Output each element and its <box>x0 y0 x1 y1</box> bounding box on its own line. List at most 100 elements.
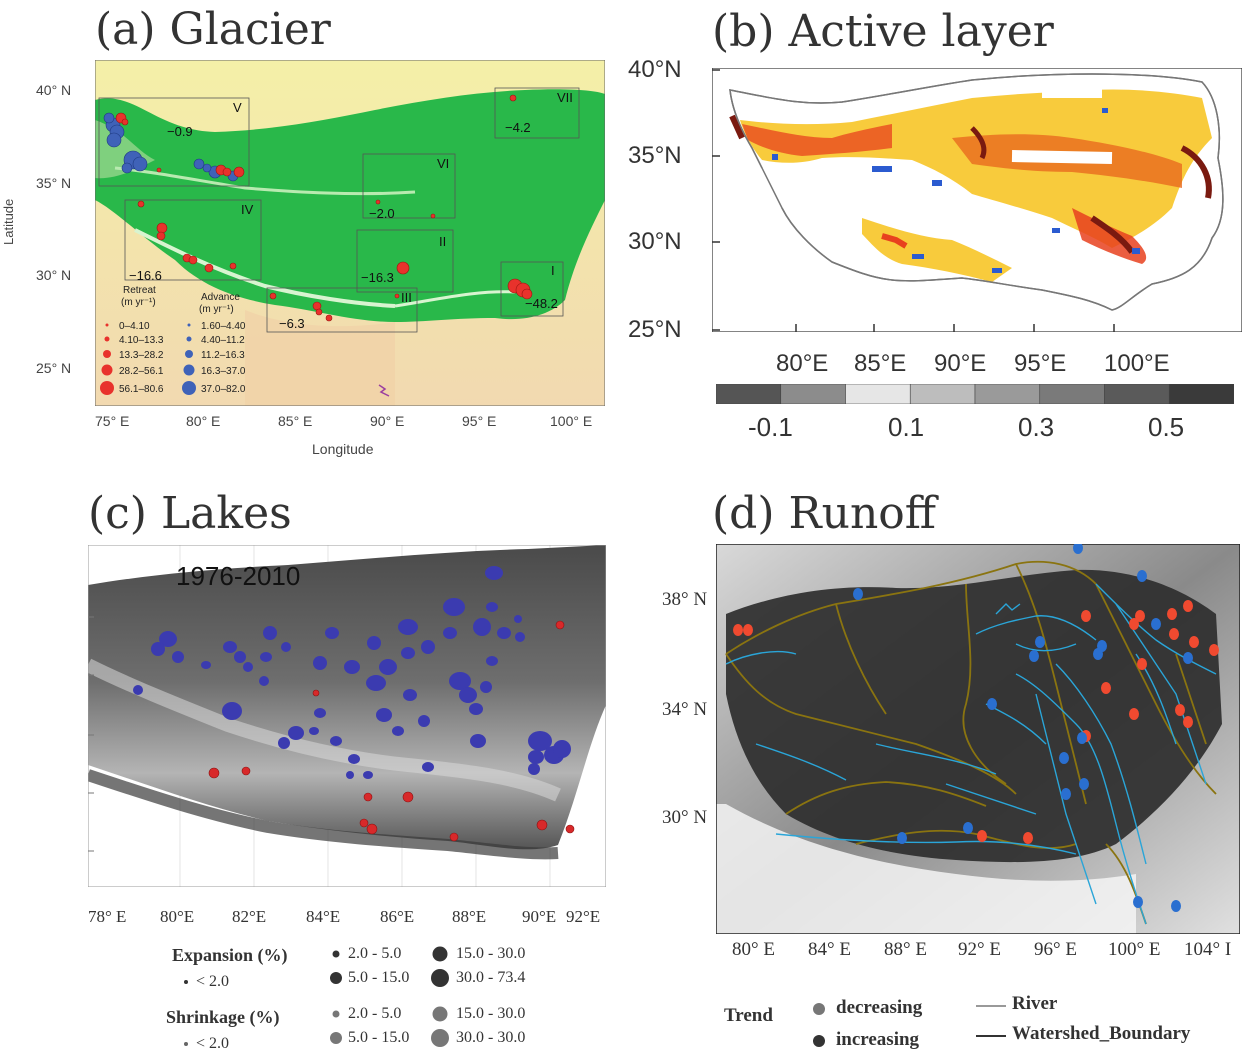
runoff-lon-tick: 88° E <box>884 939 927 960</box>
trend-legend-title: Trend <box>724 1005 773 1026</box>
expansion-class-5: 30.0 - 73.4 <box>456 969 526 986</box>
expansion-marker-3 <box>330 972 342 984</box>
shrinkage-class-2: 2.0 - 5.0 <box>348 1005 402 1022</box>
lakes-lon-tick: 84°E <box>306 907 341 926</box>
active-lon-tick: 80°E <box>776 350 829 377</box>
region-ii-value: −16.3 <box>361 270 394 285</box>
glacier-ylabel: Latitude <box>1 198 16 245</box>
runoff-lon-tick: 100° E <box>1108 939 1161 960</box>
region-iv-value: −16.6 <box>129 268 162 283</box>
runoff-lon-tick: 84° E <box>808 939 851 960</box>
runoff-lon-tick: 92° E <box>958 939 1001 960</box>
lakes-lon-tick: 80°E <box>160 907 195 926</box>
watershed-legend-label: Watershed_Boundary <box>1012 1023 1191 1044</box>
expanding-lakes <box>133 566 571 779</box>
lakes-lon-tick: 92°E <box>566 907 601 926</box>
colorbar-label: 0.1 <box>888 412 925 442</box>
region-i-label: I <box>551 263 555 278</box>
shrinkage-class-4: 15.0 - 30.0 <box>456 1005 526 1022</box>
shrinkage-marker-1 <box>184 1042 188 1046</box>
retreat-class-2: 4.10–13.3 <box>119 335 164 346</box>
advance-class-2: 4.40–11.2 <box>201 335 245 346</box>
region-vi-label: VI <box>437 156 449 171</box>
active-layer-cells <box>729 78 1212 282</box>
runoff-increasing-stations <box>853 544 1193 912</box>
advance-class-1: 1.60–4.40 <box>201 321 246 332</box>
shrinkage-marker-3 <box>330 1032 342 1044</box>
expansion-class-1: < 2.0 <box>196 973 230 990</box>
lakes-map: 1976-2010 <box>88 545 606 887</box>
region-i-value: −48.2 <box>525 296 558 311</box>
expansion-marker-2 <box>332 950 340 958</box>
shrinking-lakes <box>208 620 575 842</box>
retreat-legend-unit: (m yr⁻¹) <box>121 297 156 308</box>
advance-class-5: 37.0–82.0 <box>201 384 246 395</box>
expansion-marker-1 <box>184 980 188 984</box>
region-v-value: −0.9 <box>167 124 193 139</box>
river-legend-label: River <box>1012 993 1058 1014</box>
expansion-marker-5 <box>431 969 449 987</box>
lakes-lon-tick: 90°E <box>522 907 557 926</box>
expansion-class-2: 2.0 - 5.0 <box>348 945 402 962</box>
runoff-lon-tick: 96° E <box>1034 939 1077 960</box>
glacier-lon-tick: 100° E <box>550 413 593 429</box>
glacier-lon-tick: 75° E <box>95 413 130 429</box>
increasing-label: increasing <box>836 1029 920 1050</box>
colorbar-swatch <box>780 384 846 404</box>
lakes-lon-tick: 86°E <box>380 907 415 926</box>
active-lat-tick: 30°N <box>628 228 682 255</box>
panel-c-title: (c) Lakes <box>88 488 292 539</box>
colorbar-swatch <box>909 384 976 404</box>
active-lon-tick: 85°E <box>854 350 907 377</box>
shrinkage-class-1: < 2.0 <box>196 1035 230 1052</box>
runoff-lat-tick: 30° N <box>662 807 708 828</box>
region-iii-value: −6.3 <box>279 316 305 331</box>
glacier-lat-tick: 35° N <box>36 175 72 191</box>
glacier-lon-tick: 90° E <box>370 413 405 429</box>
region-ii-label: II <box>439 234 446 249</box>
colorbar-label: 0.5 <box>1148 412 1185 442</box>
decreasing-marker <box>813 1003 825 1015</box>
active-lat-tick: 35°N <box>628 142 682 169</box>
retreat-class-5: 56.1–80.6 <box>119 384 164 395</box>
shrinkage-legend-title: Shrinkage (%) <box>166 1007 280 1027</box>
retreat-legend-title: Retreat <box>123 285 156 296</box>
glacier-lat-tick: 30° N <box>36 267 72 283</box>
runoff-lon-tick: 104° I <box>1184 939 1232 960</box>
retreat-class-3: 13.3–28.2 <box>119 350 164 361</box>
glacier-xlabel: Longitude <box>312 441 374 457</box>
runoff-map <box>716 544 1240 934</box>
retreat-class-1: 0–4.10 <box>119 321 150 332</box>
colorbar-label: 0.3 <box>1018 412 1055 442</box>
colorbar-swatch <box>1168 384 1234 404</box>
watershed-legend-line <box>976 1035 1006 1037</box>
runoff-lat-tick: 34° N <box>662 699 708 720</box>
lakes-period: 1976-2010 <box>176 561 300 591</box>
advance-legend-title: Advance <box>201 292 240 303</box>
shrinkage-marker-4 <box>432 1006 448 1022</box>
shrinkage-marker-2 <box>332 1010 340 1018</box>
lakes-lon-tick: 88°E <box>452 907 487 926</box>
colorbar-label: -0.1 <box>748 412 793 442</box>
active-layer-colorbar <box>716 384 1234 404</box>
advance-legend-unit: (m yr⁻¹) <box>199 304 234 315</box>
runoff-lat-tick: 38° N <box>662 589 708 610</box>
glacier-map: V −0.9 VI −2.0 VII −4.2 IV −16.6 II −16.… <box>95 60 605 406</box>
active-layer-map <box>712 68 1242 332</box>
increasing-marker <box>813 1035 825 1047</box>
active-lon-tick: 100°E <box>1104 350 1170 377</box>
active-lon-tick: 90°E <box>934 350 987 377</box>
expansion-legend-title: Expansion (%) <box>172 945 288 965</box>
glacier-lon-tick: 80° E <box>186 413 221 429</box>
colorbar-swatch <box>1104 384 1170 404</box>
region-iii-label: III <box>401 290 412 305</box>
panel-d-title: (d) Runoff <box>712 488 937 539</box>
lakes-lon-tick: 82°E <box>232 907 267 926</box>
colorbar-swatch <box>845 384 911 404</box>
runoff-decreasing-stations <box>733 600 1219 844</box>
retreat-markers <box>115 94 533 322</box>
shrinkage-marker-5 <box>431 1029 449 1047</box>
colorbar-swatch <box>716 384 782 404</box>
panel-a-title: (a) Glacier <box>95 4 331 55</box>
region-vi-value: −2.0 <box>369 206 395 221</box>
